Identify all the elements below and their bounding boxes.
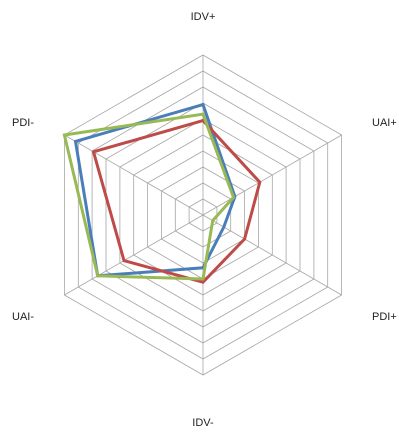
grid-spoke — [64, 134, 204, 216]
series-line-1 — [73, 102, 237, 278]
axis-label-uai-plus: UAI+ — [372, 117, 397, 129]
grid-spoke — [202, 134, 342, 216]
grid-spoke — [64, 214, 204, 296]
axis-labels: IDV+ UAI+ PDI+ IDV- UAI- PDI- — [12, 11, 397, 429]
grid-spoke — [202, 214, 342, 296]
series-line-2 — [91, 118, 262, 284]
axis-label-uai-minus: UAI- — [12, 311, 34, 323]
axis-label-pdi-minus: PDI- — [12, 117, 34, 129]
axis-label-pdi-plus: PDI+ — [372, 311, 397, 323]
series-line-3 — [62, 112, 236, 281]
radar-spokes — [64, 55, 342, 375]
axis-label-idv-plus: IDV+ — [191, 11, 216, 23]
radar-series — [62, 102, 262, 284]
axis-label-idv-minus: IDV- — [192, 417, 214, 429]
